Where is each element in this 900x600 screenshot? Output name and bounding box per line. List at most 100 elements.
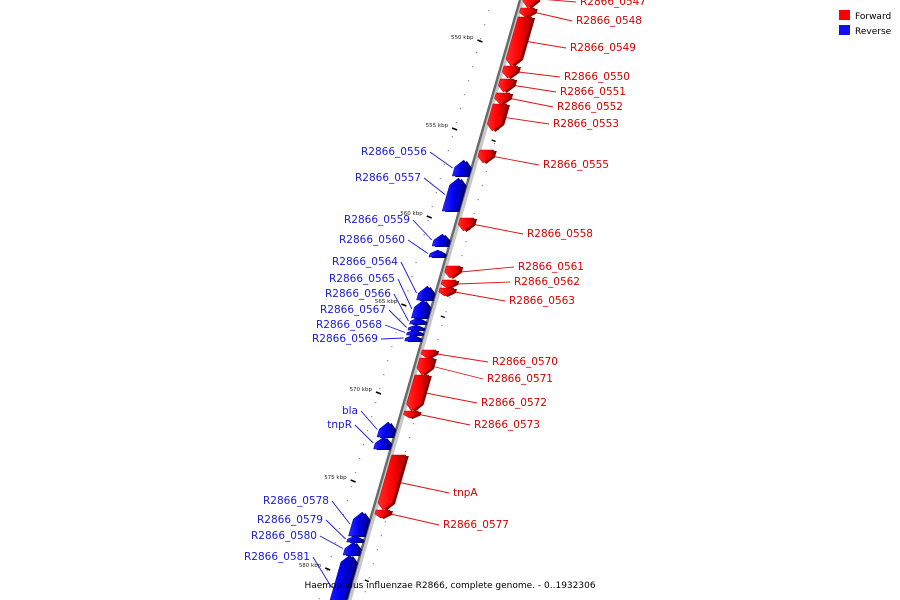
gene-R2866_0577[interactable]: [374, 509, 393, 519]
gene-arrow-R2866_0581[interactable]: [324, 554, 356, 600]
minor-tick-mark: [399, 318, 401, 320]
gene-label-R2866_0573[interactable]: R2866_0573: [474, 419, 540, 431]
gene-arrow-R2866_0563[interactable]: [438, 287, 455, 297]
gene-label-R2866_0563[interactable]: R2866_0563: [509, 295, 575, 307]
gene-arrow-R2866_0571[interactable]: [416, 357, 435, 376]
legend: Forward Reverse: [839, 10, 892, 37]
leader-line: [546, 0, 577, 3]
gene-label-R2866_0581[interactable]: R2866_0581: [244, 551, 310, 563]
gene-R2866_0561[interactable]: [444, 265, 464, 279]
gene-arrow-tnpR[interactable]: [373, 436, 390, 450]
gene-label-R2866_0578[interactable]: R2866_0578: [263, 495, 329, 507]
gene-label-R2866_0555[interactable]: R2866_0555: [543, 159, 609, 171]
gene-label-R2866_0550[interactable]: R2866_0550: [564, 71, 630, 83]
gene-arrow-tnpA[interactable]: [377, 454, 407, 511]
gene-label-R2866_0552[interactable]: R2866_0552: [557, 101, 623, 113]
gene-R2866_0567[interactable]: [407, 324, 426, 331]
gene-arrow-R2866_0560[interactable]: [428, 249, 445, 258]
gene-label-tnpR[interactable]: tnpR: [327, 419, 352, 431]
gene-R2866_0552[interactable]: [494, 92, 514, 105]
gene-R2866_0563[interactable]: [438, 287, 457, 297]
gene-arrow-R2866_0551[interactable]: [498, 78, 515, 93]
gene-R2866_0571[interactable]: [416, 357, 437, 376]
gene-R2866_0551[interactable]: [498, 78, 518, 93]
gene-R2866_0572[interactable]: [406, 374, 432, 412]
gene-R2866_0555[interactable]: [477, 149, 497, 164]
gene-arrow-R2866_0567[interactable]: [407, 324, 423, 331]
gene-arrow-R2866_0547[interactable]: [522, 0, 540, 9]
gene-R2866_0547[interactable]: [522, 0, 543, 9]
gene-arrow-R2866_0559[interactable]: [431, 233, 449, 247]
gene-label-R2866_0580[interactable]: R2866_0580: [251, 530, 317, 542]
gene-label-R2866_0558[interactable]: R2866_0558: [527, 228, 593, 240]
gene-arrow-R2866_0548[interactable]: [519, 7, 536, 18]
gene-label-R2866_0571[interactable]: R2866_0571: [487, 373, 553, 385]
gene-R2866_0568[interactable]: [406, 329, 425, 336]
gene-R2866_0558[interactable]: [458, 217, 478, 232]
gene-label-R2866_0548[interactable]: R2866_0548: [576, 15, 642, 27]
gene-arrow-R2866_0549[interactable]: [505, 16, 533, 67]
gene-label-R2866_0553[interactable]: R2866_0553: [553, 118, 619, 130]
gene-R2866_0556[interactable]: [451, 159, 472, 177]
gene-arrow-R2866_0572[interactable]: [406, 374, 430, 412]
gene-label-R2866_0557[interactable]: R2866_0557: [355, 172, 421, 184]
gene-label-R2866_0572[interactable]: R2866_0572: [481, 397, 547, 409]
gene-arrow-R2866_0566[interactable]: [409, 317, 425, 325]
gene-label-R2866_0579[interactable]: R2866_0579: [257, 514, 323, 526]
gene-bla[interactable]: [376, 421, 397, 438]
gene-label-R2866_0564[interactable]: R2866_0564: [332, 256, 398, 268]
gene-label-R2866_0547[interactable]: R2866_0547: [580, 0, 646, 8]
gene-label-R2866_0565[interactable]: R2866_0565: [329, 273, 395, 285]
gene-label-R2866_0567[interactable]: R2866_0567: [320, 304, 386, 316]
minor-tick-mark: [431, 206, 433, 208]
gene-R2866_0573[interactable]: [403, 410, 422, 419]
gene-R2866_0560[interactable]: [428, 249, 447, 258]
gene-label-R2866_0568[interactable]: R2866_0568: [316, 319, 382, 331]
gene-label-R2866_0577[interactable]: R2866_0577: [443, 519, 509, 531]
gene-arrow-R2866_0570[interactable]: [420, 349, 437, 359]
gene-R2866_0550[interactable]: [501, 65, 521, 79]
gene-R2866_0569[interactable]: [404, 334, 423, 342]
gene-label-tnpA[interactable]: tnpA: [453, 487, 478, 499]
gene-label-R2866_0560[interactable]: R2866_0560: [339, 234, 405, 246]
gene-R2866_0557[interactable]: [441, 177, 467, 212]
gene-R2866_0562[interactable]: [440, 279, 460, 289]
gene-label-R2866_0559[interactable]: R2866_0559: [344, 214, 410, 226]
gene-arrow-R2866_0562[interactable]: [440, 279, 457, 289]
gene-label-R2866_0562[interactable]: R2866_0562: [514, 276, 580, 288]
gene-arrow-R2866_0552[interactable]: [494, 92, 511, 105]
gene-R2866_0548[interactable]: [519, 7, 538, 18]
gene-tnpA[interactable]: [377, 454, 409, 511]
gene-label-R2866_0551[interactable]: R2866_0551: [560, 86, 626, 98]
gene-R2866_0549[interactable]: [505, 16, 536, 67]
gene-arrow-R2866_0561[interactable]: [444, 265, 461, 279]
gene-arrow-R2866_0555[interactable]: [477, 149, 495, 164]
gene-arrow-R2866_0556[interactable]: [451, 159, 470, 177]
gene-R2866_0580[interactable]: [342, 541, 362, 556]
gene-R2866_0559[interactable]: [431, 233, 451, 247]
gene-arrow-R2866_0573[interactable]: [403, 410, 419, 419]
gene-R2866_0553[interactable]: [486, 103, 511, 132]
gene-label-R2866_0569[interactable]: R2866_0569: [312, 333, 378, 345]
leader-line: [505, 117, 550, 125]
gene-label-R2866_0549[interactable]: R2866_0549: [570, 42, 636, 54]
gene-R2866_0565[interactable]: [410, 299, 432, 319]
gene-R2866_0581[interactable]: [324, 554, 358, 600]
gene-label-R2866_0556[interactable]: R2866_0556: [361, 146, 427, 158]
gene-arrow-R2866_0577[interactable]: [374, 509, 391, 519]
gene-R2866_0564[interactable]: [416, 285, 436, 301]
gene-R2866_0570[interactable]: [420, 349, 440, 359]
gene-arrow-R2866_0569[interactable]: [404, 334, 420, 342]
gene-label-R2866_0570[interactable]: R2866_0570: [492, 356, 558, 368]
gene-R2866_0579[interactable]: [346, 535, 365, 543]
gene-label-R2866_0566[interactable]: R2866_0566: [325, 288, 391, 300]
gene-label-bla[interactable]: bla: [342, 405, 358, 417]
gene-tnpR[interactable]: [373, 436, 393, 450]
gene-arrow-R2866_0553[interactable]: [486, 103, 508, 132]
leader-line: [354, 424, 374, 444]
gene-arrow-R2866_0557[interactable]: [441, 177, 464, 212]
gene-R2866_0566[interactable]: [409, 317, 428, 325]
gene-arrow-R2866_0558[interactable]: [458, 217, 475, 232]
gene-arrow-R2866_0550[interactable]: [501, 65, 519, 79]
gene-label-R2866_0561[interactable]: R2866_0561: [518, 261, 584, 273]
